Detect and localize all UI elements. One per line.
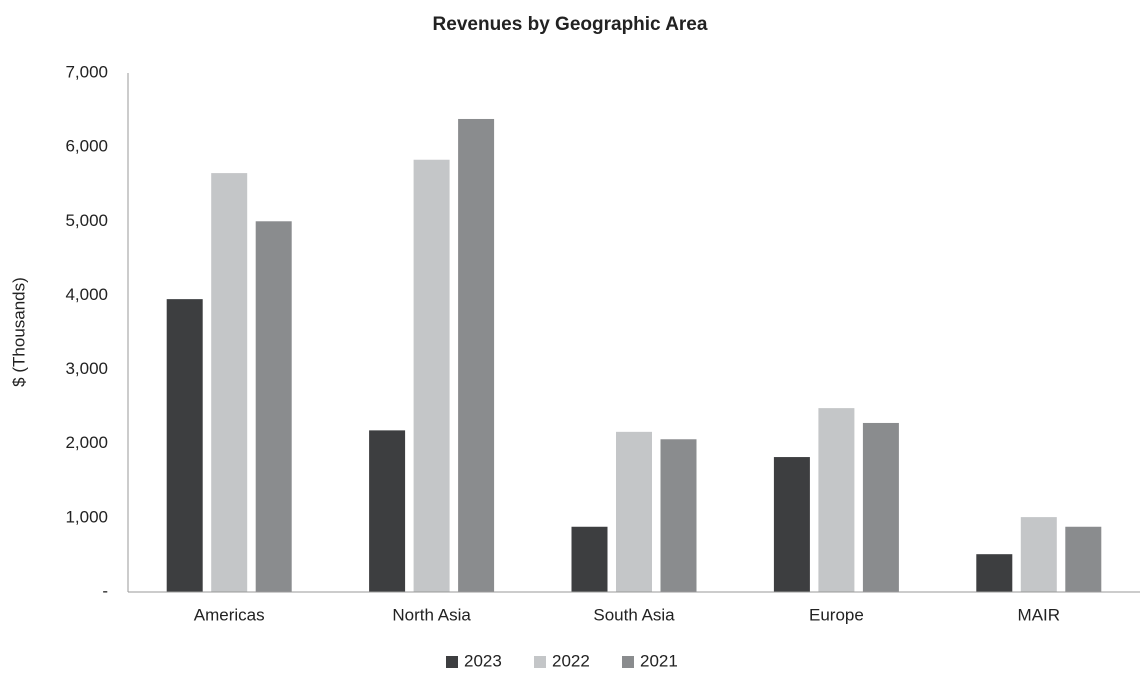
x-tick-label: North Asia: [392, 605, 471, 624]
legend-label: 2023: [464, 651, 502, 670]
y-tick-label: 6,000: [65, 137, 108, 156]
bar: [458, 118, 495, 593]
bar: [255, 221, 292, 593]
bar: [773, 457, 810, 592]
chart-title: Revenues by Geographic Area: [433, 14, 708, 35]
legend-swatch: [622, 656, 634, 668]
bar: [369, 430, 406, 592]
bar: [1065, 526, 1102, 592]
x-tick-label: Americas: [194, 605, 265, 624]
bar: [166, 299, 203, 592]
y-tick-label: -: [102, 581, 108, 600]
x-tick-label: South Asia: [593, 605, 675, 624]
bar: [616, 431, 652, 592]
y-tick-label: 5,000: [65, 211, 108, 230]
y-tick-label: 7,000: [65, 62, 108, 81]
x-tick-label: MAIR: [1018, 605, 1061, 624]
bar: [818, 408, 855, 592]
bar: [976, 554, 1013, 592]
y-tick-label: 1,000: [65, 507, 108, 526]
legend-swatch: [534, 656, 546, 668]
bar: [211, 173, 248, 593]
y-tick-label: 3,000: [65, 359, 108, 378]
legend-label: 2021: [640, 651, 678, 670]
y-tick-label: 4,000: [65, 285, 108, 304]
x-tick-label: Europe: [809, 605, 864, 624]
bar: [1020, 517, 1057, 592]
y-tick-label: 2,000: [65, 433, 108, 452]
bar: [571, 526, 608, 592]
bar: [862, 422, 899, 592]
legend-swatch: [446, 656, 458, 668]
y-axis-label: $ (Thousands): [9, 277, 28, 387]
legend-label: 2022: [552, 651, 590, 670]
bar: [413, 159, 450, 593]
bar: [660, 439, 697, 592]
